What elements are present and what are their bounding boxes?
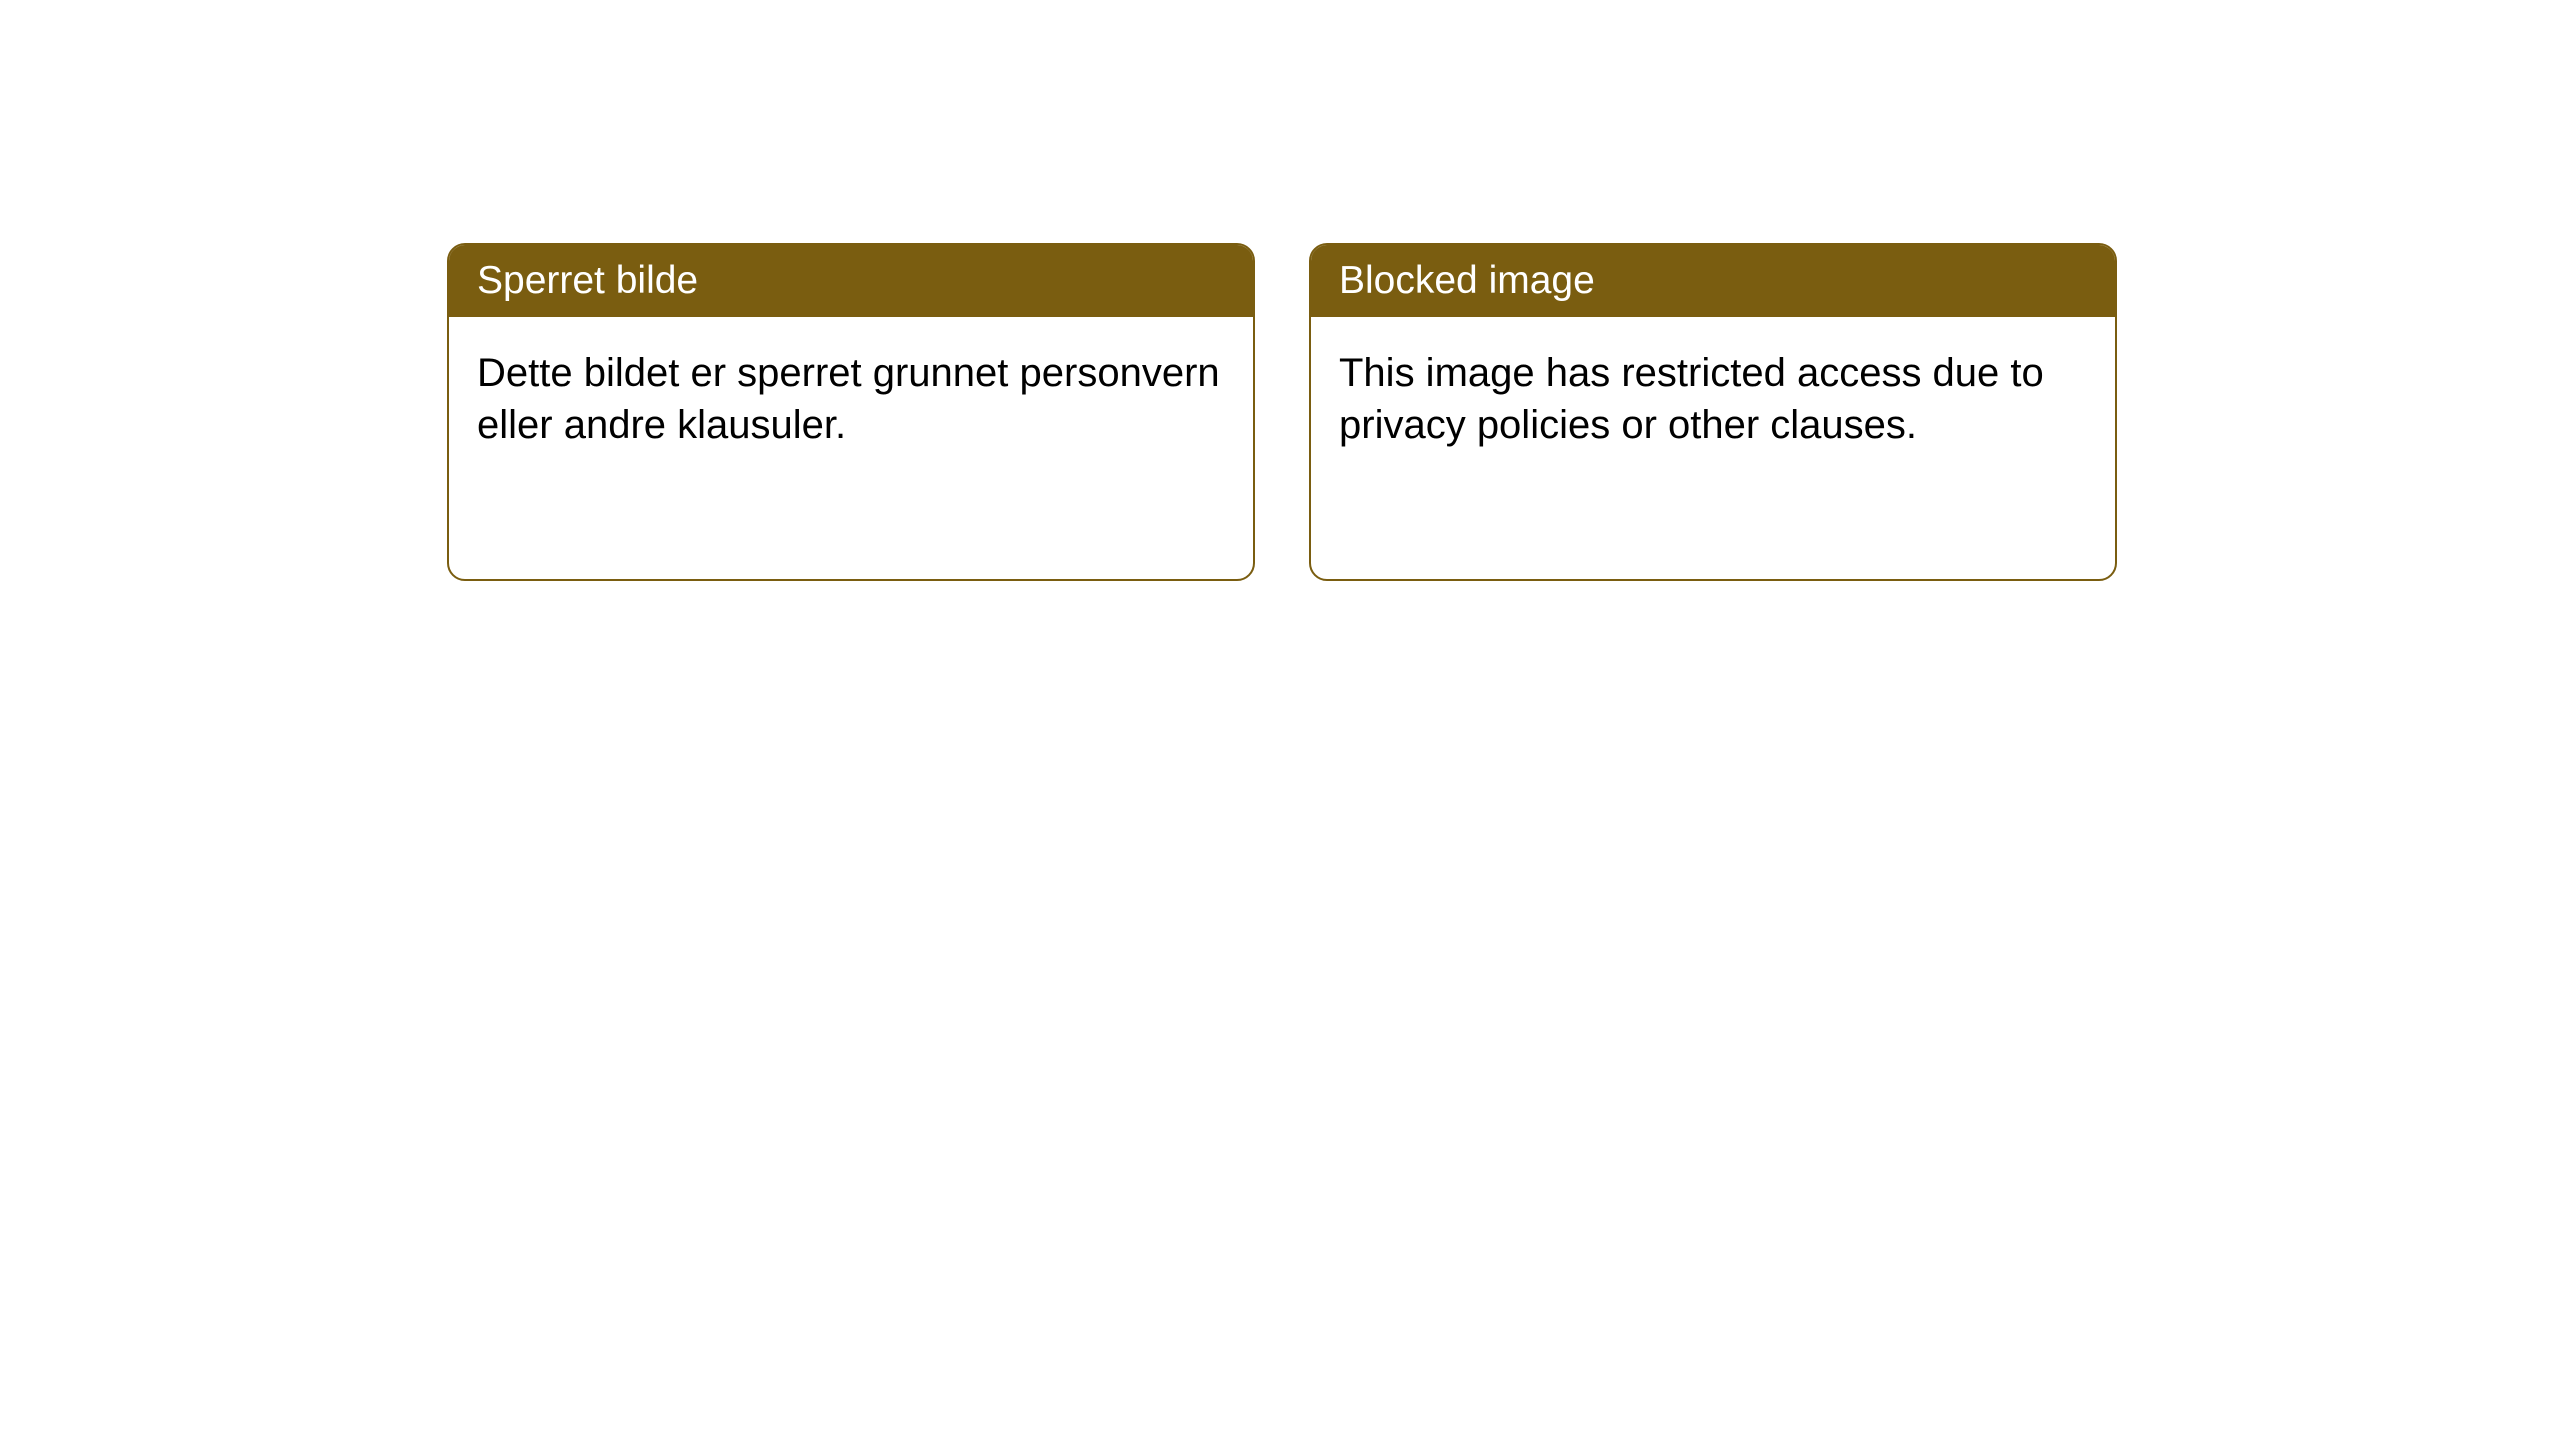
card-body: This image has restricted access due to … [1311, 317, 2115, 481]
card-body: Dette bildet er sperret grunnet personve… [449, 317, 1253, 481]
notice-cards-container: Sperret bilde Dette bildet er sperret gr… [447, 243, 2117, 581]
card-header: Sperret bilde [449, 245, 1253, 317]
card-title: Sperret bilde [477, 259, 698, 302]
card-message: This image has restricted access due to … [1339, 351, 2044, 447]
card-title: Blocked image [1339, 259, 1595, 302]
notice-card-norwegian: Sperret bilde Dette bildet er sperret gr… [447, 243, 1255, 581]
card-message: Dette bildet er sperret grunnet personve… [477, 351, 1220, 447]
card-header: Blocked image [1311, 245, 2115, 317]
notice-card-english: Blocked image This image has restricted … [1309, 243, 2117, 581]
